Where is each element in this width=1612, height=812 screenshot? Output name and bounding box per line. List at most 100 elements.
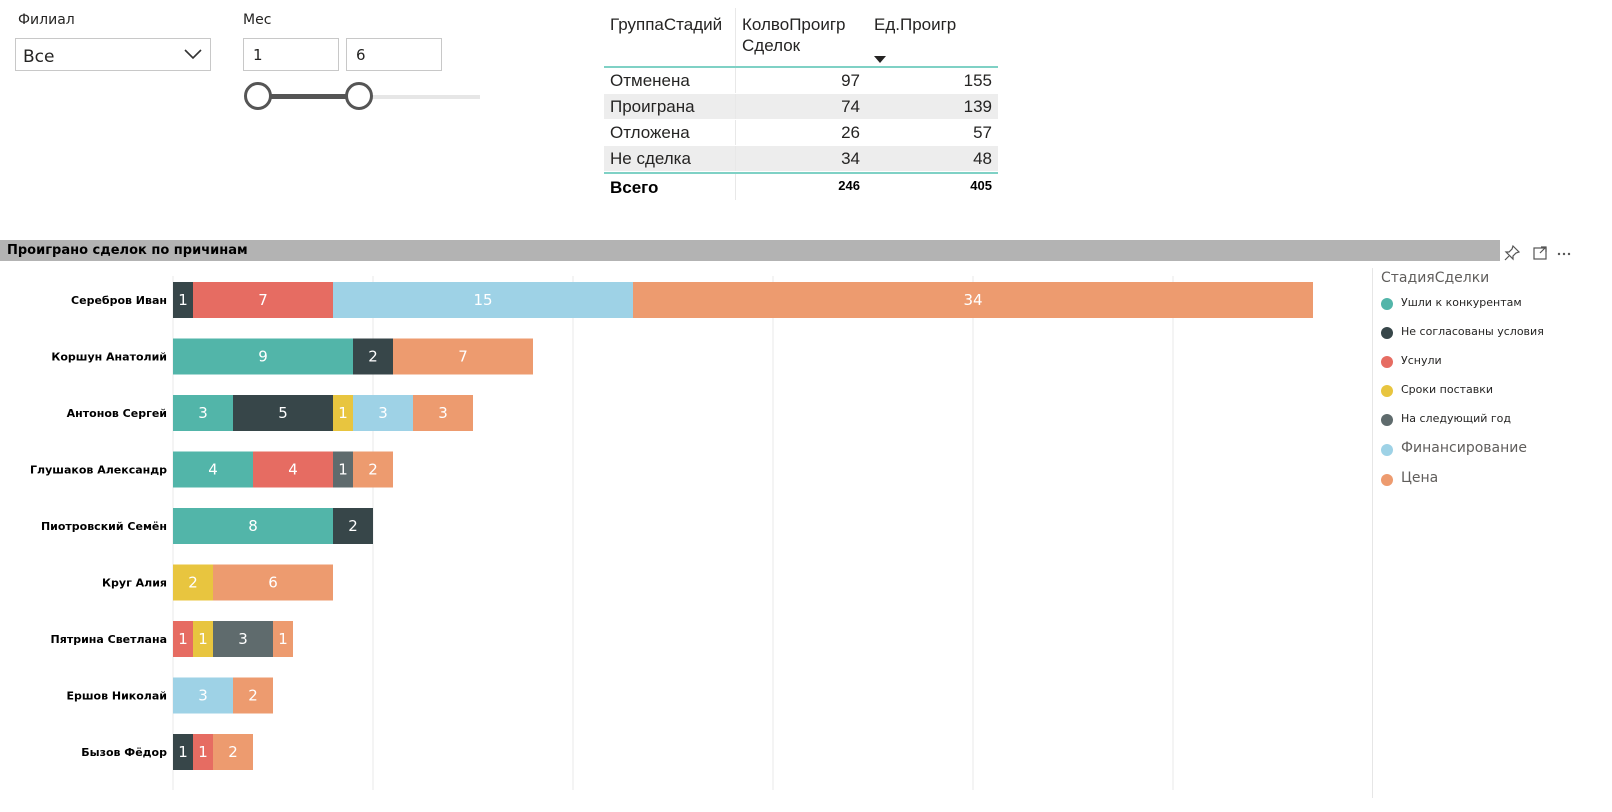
table-row[interactable]: Не сделка 34 48: [604, 146, 998, 172]
bar-segment[interactable]: [393, 338, 533, 375]
table-row[interactable]: Проиграна 74 139: [604, 94, 998, 120]
month-from-value: 1: [253, 46, 263, 64]
data-label: 1: [338, 461, 348, 479]
legend-dot: [1381, 327, 1393, 339]
data-label: 2: [368, 348, 378, 366]
table-row[interactable]: Отложена 26 57: [604, 120, 998, 146]
sort-descending-icon[interactable]: [874, 56, 886, 63]
bar-segment[interactable]: [173, 677, 233, 714]
bar-segment[interactable]: [413, 395, 473, 431]
bar-segment[interactable]: [333, 451, 353, 488]
category-label: Серебров Иван: [71, 294, 167, 307]
data-label: 4: [288, 461, 298, 479]
total-deals: 246: [838, 178, 860, 193]
month-filter-title: Мес: [243, 12, 272, 28]
bar-segment[interactable]: [173, 508, 333, 544]
data-label: 15: [473, 291, 492, 309]
header-stage-group[interactable]: ГруппаСтадий: [610, 15, 723, 34]
bar-segment[interactable]: [173, 338, 353, 375]
bar-segment[interactable]: [233, 395, 333, 431]
data-label: 3: [198, 404, 208, 422]
cell-units: 57: [973, 123, 992, 142]
category-label: Антонов Сергей: [67, 407, 167, 420]
data-label: 2: [248, 687, 258, 705]
bar-segment[interactable]: [253, 451, 333, 488]
bar-segment[interactable]: [353, 338, 393, 375]
bar-segment[interactable]: [193, 734, 213, 770]
table-header: ГруппаСтадий КолвоПроигр Сделок Ед.Проиг…: [604, 8, 998, 68]
data-label: 1: [178, 630, 188, 648]
more-options-icon[interactable]: [1556, 245, 1572, 261]
bar-segment[interactable]: [173, 564, 213, 601]
legend-title: СтадияСделки: [1381, 270, 1490, 286]
bar-segment[interactable]: [233, 677, 273, 714]
bar-segment[interactable]: [173, 395, 233, 431]
category-label: Пиотровский Семён: [41, 520, 167, 533]
legend-label: Цена: [1401, 470, 1439, 486]
bar-segment[interactable]: [173, 451, 253, 488]
data-label: 3: [238, 630, 248, 648]
data-label: 1: [338, 404, 348, 422]
bar-segment[interactable]: [273, 621, 293, 657]
visual-title: Проиграно сделок по причинам: [7, 243, 248, 258]
bar-segment[interactable]: [633, 282, 1313, 318]
bar-segment[interactable]: [173, 621, 193, 657]
bar-segment[interactable]: [193, 621, 213, 657]
cell-group: Отменена: [610, 71, 690, 90]
month-from-input[interactable]: 1: [243, 38, 339, 71]
table-total-row: Всего 246 405: [604, 172, 998, 200]
data-label: 3: [438, 404, 448, 422]
month-slider-range-fill: [258, 94, 359, 99]
legend-dot: [1381, 356, 1393, 368]
cell-units: 155: [963, 71, 992, 90]
table-row[interactable]: Отменена 97 155: [604, 68, 998, 94]
visual-title-bar: Проиграно сделок по причинам: [0, 240, 1500, 261]
data-label: 1: [198, 630, 208, 648]
bar-segment[interactable]: [333, 395, 353, 431]
focus-mode-icon[interactable]: [1532, 245, 1548, 261]
category-label: Бызов Фёдор: [81, 746, 167, 759]
stage-group-table: ГруппаСтадий КолвоПроигр Сделок Ед.Проиг…: [604, 8, 998, 200]
legend-label: Ушли к конкурентам: [1401, 296, 1522, 309]
bar-segment[interactable]: [193, 282, 333, 318]
legend-dot: [1381, 474, 1393, 486]
bar-segment[interactable]: [213, 734, 253, 770]
bar-segment[interactable]: [353, 395, 413, 431]
legend-label: Уснули: [1401, 354, 1442, 367]
bar-segment[interactable]: [333, 508, 373, 544]
data-label: 1: [178, 291, 188, 309]
bar-segment[interactable]: [173, 734, 193, 770]
bar-segment[interactable]: [333, 282, 633, 318]
pin-icon[interactable]: [1504, 245, 1520, 261]
data-label: 2: [188, 574, 198, 592]
column-divider: [735, 94, 736, 119]
bar-segment[interactable]: [213, 564, 333, 601]
bar-segment[interactable]: [173, 282, 193, 318]
branch-dropdown[interactable]: Все: [15, 38, 211, 71]
header-lost-deals-count[interactable]: КолвоПроигр Сделок: [742, 14, 845, 56]
cell-deals: 34: [841, 149, 860, 168]
header-lost-deals-line1: КолвоПроигр: [742, 15, 846, 34]
data-label: 3: [198, 687, 208, 705]
month-to-input[interactable]: 6: [346, 38, 442, 71]
cell-deals: 26: [841, 123, 860, 142]
data-label: 2: [368, 461, 378, 479]
cell-units: 48: [973, 149, 992, 168]
legend-dot: [1381, 385, 1393, 397]
month-slider-start-handle[interactable]: [244, 82, 272, 110]
bar-segment[interactable]: [213, 621, 273, 657]
column-divider: [735, 174, 736, 200]
bar-segment[interactable]: [353, 451, 393, 488]
legend-label: Не согласованы условия: [1401, 325, 1544, 338]
data-label: 1: [178, 743, 188, 761]
data-label: 4: [208, 461, 218, 479]
data-label: 9: [258, 348, 268, 366]
data-label: 7: [258, 291, 268, 309]
data-label: 2: [228, 743, 238, 761]
month-slider-end-handle[interactable]: [345, 82, 373, 110]
cell-deals: 97: [841, 71, 860, 90]
data-label: 6: [268, 574, 278, 592]
header-lost-units[interactable]: Ед.Проигр: [874, 15, 957, 34]
branch-dropdown-value: Все: [23, 47, 55, 67]
